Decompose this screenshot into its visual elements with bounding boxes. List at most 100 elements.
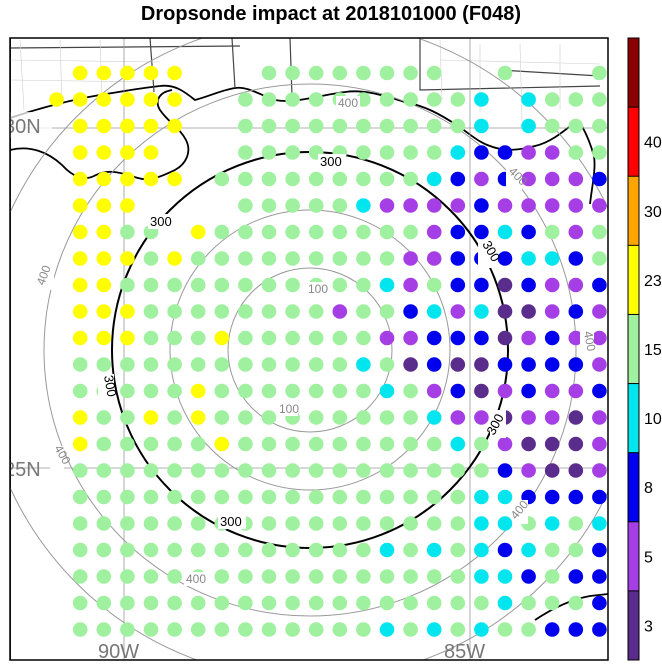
impact-point (261, 304, 277, 319)
impact-point (190, 330, 206, 346)
impact-point (426, 198, 442, 213)
impact-point (403, 595, 418, 611)
impact-point (120, 65, 135, 81)
impact-point (592, 357, 607, 372)
impact-point (261, 118, 277, 134)
impact-point (521, 330, 536, 346)
impact-point (521, 277, 536, 293)
impact-point (403, 224, 418, 240)
impact-point (544, 569, 560, 584)
impact-point (497, 304, 513, 319)
impact-point (379, 224, 395, 240)
lat-label-30n: 30N (4, 116, 41, 138)
impact-point (332, 383, 348, 399)
impact-point (356, 65, 371, 81)
impact-point (238, 383, 253, 399)
impact-point (143, 383, 159, 399)
impact-point (356, 622, 371, 637)
impact-point (143, 65, 159, 81)
impact-point (214, 489, 230, 505)
impact-point (426, 118, 442, 134)
impact-point (379, 595, 395, 611)
impact-point (96, 410, 112, 425)
impact-point (474, 92, 489, 107)
colorbar (627, 37, 640, 661)
impact-point (72, 410, 88, 425)
impact-point (308, 436, 324, 452)
impact-point (308, 65, 324, 81)
impact-point (639, 225, 654, 240)
impact-point (403, 410, 418, 425)
impact-point (214, 463, 230, 478)
impact-point (592, 410, 607, 425)
impact-point (450, 595, 466, 611)
impact-point (238, 463, 253, 478)
impact-point (592, 436, 607, 452)
impact-point (474, 224, 489, 240)
impact-point (568, 224, 584, 240)
ring-label-100-bottom: 100 (279, 402, 299, 416)
impact-point (450, 489, 466, 505)
impact-point (403, 118, 418, 134)
impact-point (167, 410, 182, 425)
impact-point (450, 304, 466, 319)
impact-point (521, 198, 536, 213)
impact-point (474, 595, 489, 611)
impact-point (308, 330, 324, 346)
impact-point (356, 516, 371, 531)
impact-point (308, 569, 324, 584)
impact-point (143, 118, 159, 134)
impact-point (497, 622, 513, 637)
impact-point (285, 304, 300, 319)
chart-title: Dropsonde impact at 2018101000 (F048) (140, 3, 522, 25)
colorbar-segment (628, 38, 639, 108)
impact-point (167, 277, 182, 293)
impact-point (96, 171, 112, 187)
impact-point (521, 92, 536, 107)
impact-point (544, 304, 560, 319)
impact-point (332, 436, 348, 452)
impact-point (403, 436, 418, 452)
impact-point (190, 383, 206, 399)
impact-point (497, 145, 513, 160)
colorbar-segment (628, 107, 639, 177)
impact-point (521, 118, 536, 134)
impact-point (544, 251, 560, 266)
impact-point (568, 569, 584, 584)
impact-point (356, 171, 371, 187)
impact-point (190, 251, 206, 266)
impact-point (308, 516, 324, 531)
impact-point (592, 569, 607, 584)
impact-point (426, 65, 442, 81)
ring-label-300-bottom: 300 (220, 514, 242, 529)
impact-point (592, 224, 607, 240)
impact-point (167, 304, 182, 319)
colorbar-segment (628, 314, 639, 384)
impact-point (521, 542, 536, 558)
impact-point (450, 330, 466, 346)
impact-point (474, 145, 489, 160)
impact-point (521, 436, 536, 452)
impact-point (356, 542, 371, 558)
impact-point (238, 251, 253, 266)
impact-point (474, 410, 489, 425)
impact-point (308, 92, 324, 107)
impact-point (568, 542, 584, 558)
impact-point (214, 542, 230, 558)
impact-point (261, 277, 277, 293)
impact-point (568, 145, 584, 160)
impact-point (143, 251, 159, 266)
impact-point (143, 330, 159, 346)
impact-point (474, 622, 489, 637)
impact-point (497, 277, 513, 293)
impact-point (167, 171, 182, 187)
colorbar-tick-label: 8 (644, 480, 653, 497)
impact-point (96, 463, 112, 478)
impact-point (285, 92, 300, 107)
impact-point (72, 463, 88, 478)
impact-point (474, 489, 489, 505)
impact-point (261, 145, 277, 160)
impact-point (285, 595, 300, 611)
impact-point (497, 251, 513, 266)
impact-point (379, 516, 395, 531)
